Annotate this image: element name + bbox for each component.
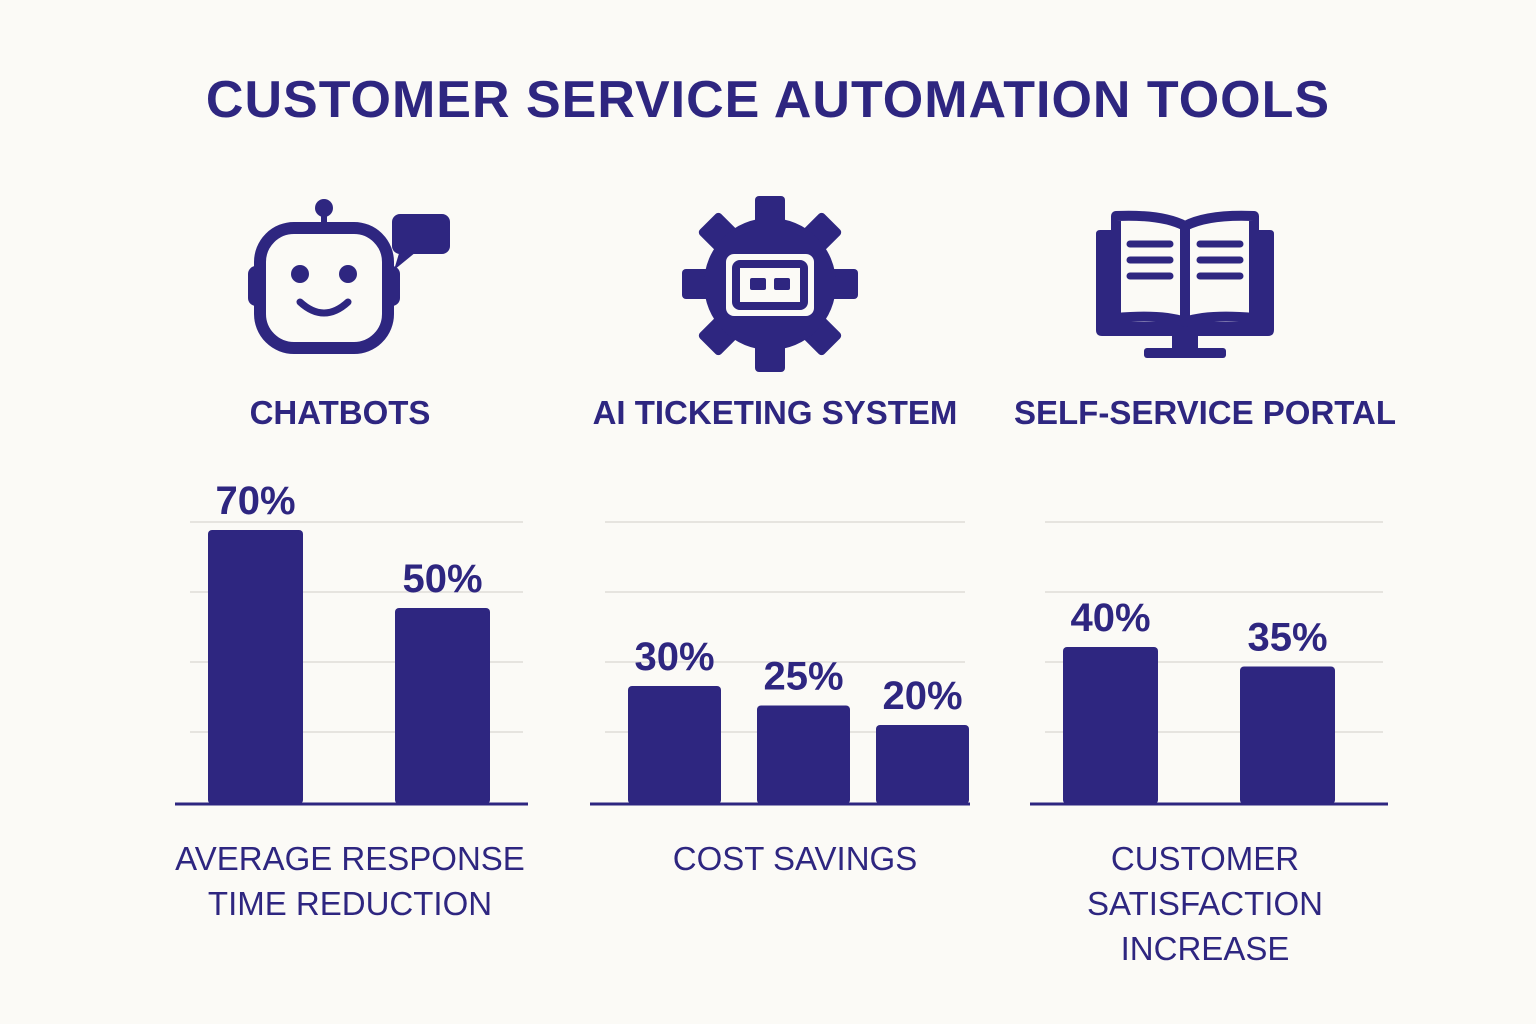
bar-value-label: 70% <box>215 479 295 523</box>
chart-caption-cost-savings: COST SAVINGS <box>595 836 995 881</box>
page-title: CUSTOMER SERVICE AUTOMATION TOOLS <box>205 71 1331 129</box>
chart-caption-response-time: AVERAGE RESPONSE TIME REDUCTION <box>150 836 550 926</box>
bar <box>628 686 721 804</box>
caption-line: CUSTOMER <box>1110 840 1300 877</box>
caption-line: SATISFACTION <box>1087 885 1323 922</box>
chart-caption-satisfaction: CUSTOMER SATISFACTION INCREASE <box>1005 836 1405 971</box>
chart-0: 70% 50% <box>175 479 528 806</box>
bar-value-label: 30% <box>634 635 714 679</box>
bar-value-label: 40% <box>1070 596 1150 640</box>
caption-line: AVERAGE RESPONSE <box>175 840 525 877</box>
bar <box>208 530 303 804</box>
bar-value-label: 50% <box>402 557 482 601</box>
bar-value-label: 25% <box>763 655 843 699</box>
tool-label-self-service: SELF-SERVICE PORTAL <box>1014 394 1396 431</box>
tool-label-ai-ticketing: AI TICKETING SYSTEM <box>592 394 958 431</box>
bar <box>395 608 490 804</box>
bar <box>757 705 850 804</box>
bar-value-label: 35% <box>1247 616 1327 660</box>
caption-line: COST SAVINGS <box>672 840 918 877</box>
chart-1: 30% 25% 20% <box>590 521 970 806</box>
bar <box>1063 647 1158 804</box>
caption-line: TIME REDUCTION <box>207 885 493 922</box>
robot-chat-icon <box>244 194 454 359</box>
bar <box>876 725 969 804</box>
gear-ticket-icon <box>682 196 858 377</box>
bar-value-label: 20% <box>882 674 962 718</box>
monitor-book-icon <box>1092 210 1278 367</box>
bar <box>1240 666 1335 804</box>
chart-2: 40% 35% <box>1030 521 1388 806</box>
caption-line: INCREASE <box>1120 930 1290 967</box>
tool-label-chatbots: CHATBOTS <box>249 394 431 431</box>
